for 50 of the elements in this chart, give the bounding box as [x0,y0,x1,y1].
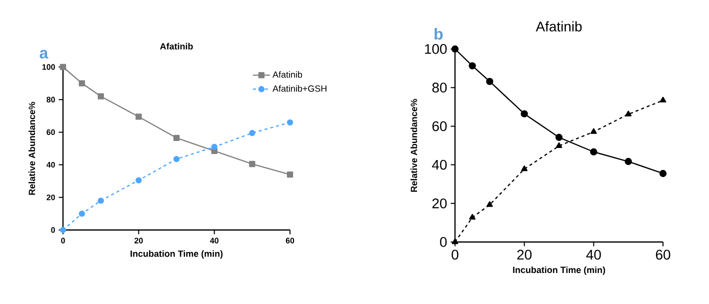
y-tick-label: 80 [432,82,447,93]
x-axis-title: Incubation Time (min) [513,266,606,275]
y-axis-title: Relative Abundance% [28,102,36,195]
legend-label: Afatinib+GSH [272,85,326,92]
point [78,210,86,217]
chart-title: Afatinib [536,21,582,32]
point [555,134,563,141]
point [590,128,597,134]
chart-title: Afatinib [160,42,193,50]
point [173,134,180,141]
y-axis-title: Relative Abundance% [410,98,418,192]
point [249,160,256,168]
point [469,214,476,220]
point [521,165,528,172]
point [211,144,218,150]
point [451,45,459,53]
point [60,226,66,234]
point [136,114,142,120]
x-tick-label: 60 [656,250,670,260]
point [98,93,104,100]
x-tick-label: 40 [586,250,601,260]
point [98,198,104,204]
y-tick-label: 20 [432,198,447,208]
point [173,156,180,162]
point [286,171,294,178]
point [660,96,666,102]
point [60,64,66,70]
point [556,142,562,148]
point [249,130,256,136]
point [486,201,493,207]
x-tick-label: 20 [517,250,532,260]
point [286,119,294,126]
point [452,238,458,244]
point [590,148,598,156]
x-axis-title: Incubation Time (min) [130,250,223,259]
point [136,177,142,184]
y-tick-label: 40 [432,160,447,170]
point [78,80,86,86]
y-tick-label: 60 [432,121,447,132]
text: a [40,50,48,59]
text: b [434,28,443,40]
point [520,110,528,118]
y-tick-label: 100 [425,44,447,54]
point [659,170,667,178]
x-tick-label: 0 [452,250,458,260]
legend-label: Afatinib [272,71,302,78]
point [468,62,476,70]
point [624,158,632,166]
point [486,78,494,86]
point [625,110,632,116]
